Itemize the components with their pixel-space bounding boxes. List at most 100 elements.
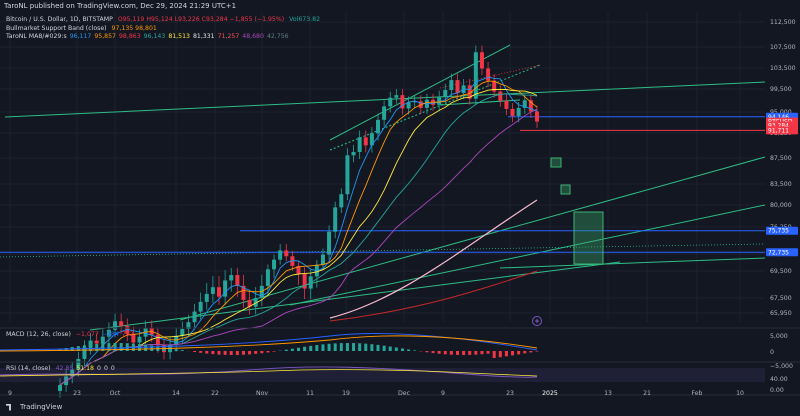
candle-body bbox=[272, 259, 277, 270]
macd-bar bbox=[266, 351, 270, 353]
macd-y-tick: 5,000 bbox=[770, 333, 788, 340]
candle-body bbox=[516, 107, 521, 116]
macd-bar bbox=[511, 351, 515, 356]
candle-body bbox=[492, 80, 497, 92]
price-label: 93,284 bbox=[768, 122, 789, 129]
event-marker-icon bbox=[532, 316, 542, 326]
candle-body bbox=[382, 106, 387, 120]
legend-volume: Vol673.82 bbox=[289, 16, 321, 23]
macd-bar bbox=[529, 351, 533, 353]
rsi-value: 0 bbox=[103, 365, 108, 372]
x-tick-label: Nov bbox=[256, 390, 268, 397]
x-tick-label: 21 bbox=[643, 390, 651, 397]
candle-body bbox=[253, 298, 258, 307]
candle-body bbox=[204, 293, 209, 302]
candle-body bbox=[278, 250, 283, 260]
macd-bar bbox=[248, 351, 252, 355]
candle-body bbox=[455, 80, 460, 94]
macd-bar bbox=[290, 348, 294, 351]
publish-header: TaroNL published on TradingView.com, Dec… bbox=[0, 0, 800, 12]
legend-ma-value: 42,756 bbox=[266, 33, 289, 40]
candle-body bbox=[339, 194, 344, 208]
target-zone bbox=[573, 211, 604, 265]
rsi-value: 0 bbox=[97, 365, 101, 372]
candle-body bbox=[198, 301, 203, 312]
tradingview-logo-icon bbox=[6, 403, 11, 411]
candle-body bbox=[394, 95, 399, 98]
price-label-bg bbox=[766, 226, 798, 235]
candle-body bbox=[235, 275, 240, 286]
macd-bar bbox=[449, 351, 453, 355]
macd-bar bbox=[107, 343, 111, 351]
x-tick-label: 9 bbox=[441, 390, 445, 397]
y-tick-label: 87,500 bbox=[770, 155, 792, 162]
macd-bar bbox=[303, 346, 307, 351]
price-label-bg bbox=[766, 126, 798, 135]
macd-value: −1,077 bbox=[75, 331, 99, 338]
legend-ma-value: 96,117 bbox=[69, 33, 92, 40]
trend-line bbox=[179, 156, 766, 321]
price-label: 72,735 bbox=[768, 249, 789, 256]
macd-bar bbox=[297, 347, 300, 351]
candle-body bbox=[210, 287, 215, 294]
macd-bar bbox=[168, 348, 172, 351]
macd-bar bbox=[180, 350, 184, 351]
legend-bsb-label: Bullmarket Support Band (close) bbox=[6, 24, 107, 32]
macd-bar bbox=[223, 351, 227, 355]
macd-bar bbox=[498, 351, 502, 358]
macd-bar bbox=[388, 346, 392, 351]
macd-bar bbox=[382, 345, 386, 351]
target-zone bbox=[560, 184, 571, 195]
candle-body bbox=[333, 207, 338, 232]
legend-ma-value: 48,680 bbox=[242, 33, 264, 40]
macd-bar bbox=[431, 351, 435, 354]
footer-brand: TradingView bbox=[20, 403, 63, 411]
candle-body bbox=[119, 321, 124, 327]
candle-body bbox=[100, 336, 105, 344]
ma-long-line bbox=[329, 199, 538, 319]
macd-bar bbox=[474, 351, 478, 355]
legend-ma-value: 96,143 bbox=[143, 33, 166, 40]
legend-ma-value: 71,257 bbox=[217, 33, 240, 40]
macd-bar bbox=[211, 351, 215, 355]
macd-legend: MACD (12, 26, close) −1,077 −284 792 bbox=[6, 331, 134, 338]
macd-bar bbox=[284, 349, 288, 351]
legend-ma-label: TaroNL MA8/#029:s bbox=[6, 33, 67, 40]
publish-text: TaroNL published on TradingView.com, Dec… bbox=[4, 2, 237, 10]
candle-body bbox=[486, 68, 491, 81]
macd-bar bbox=[205, 351, 209, 354]
x-tick-label: 2025 bbox=[542, 390, 558, 397]
price-axis bbox=[765, 12, 800, 403]
macd-bar bbox=[217, 351, 221, 355]
macd-bar bbox=[229, 351, 233, 355]
macd-bar bbox=[89, 344, 93, 351]
candle-body bbox=[223, 280, 228, 297]
rsi-value: 51.18 bbox=[76, 365, 94, 372]
macd-bar bbox=[523, 351, 527, 354]
candle-body bbox=[296, 265, 301, 274]
candle-body bbox=[473, 52, 478, 99]
x-tick-label: 23 bbox=[506, 390, 514, 397]
candle-body bbox=[351, 152, 356, 156]
macd-bar bbox=[113, 343, 117, 351]
legend-symbol: Bitcoin / U.S. Dollar, 1D, BITSTAMP bbox=[6, 16, 113, 23]
candle-body bbox=[363, 137, 368, 146]
candle-body bbox=[388, 97, 393, 107]
macd-signal-line bbox=[0, 335, 538, 352]
macd-bar bbox=[162, 347, 166, 351]
candle-body bbox=[498, 91, 503, 101]
candle-body bbox=[479, 52, 484, 69]
candle-body bbox=[265, 269, 270, 286]
macd-label: MACD (12, 26, close) bbox=[6, 331, 71, 338]
macd-bar bbox=[345, 343, 349, 351]
rsi-label: RSI (14, close) bbox=[6, 365, 51, 372]
macd-bar bbox=[333, 343, 337, 351]
candle-body bbox=[369, 133, 374, 146]
tradingview-footer[interactable]: TradingView bbox=[6, 403, 62, 411]
macd-bar bbox=[254, 351, 258, 354]
y-tick-label: 103,500 bbox=[770, 65, 796, 72]
rsi-value: 42.85 bbox=[55, 365, 74, 372]
x-tick-label: 14 bbox=[172, 390, 180, 397]
candle-body bbox=[376, 119, 380, 134]
